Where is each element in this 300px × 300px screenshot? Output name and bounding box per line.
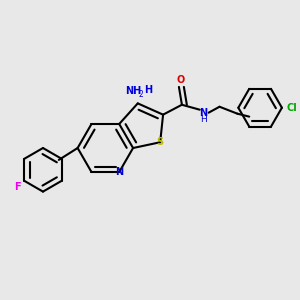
Text: Cl: Cl	[286, 103, 297, 113]
Text: O: O	[177, 75, 185, 85]
Text: N: N	[200, 108, 208, 118]
Text: N: N	[115, 167, 123, 177]
Text: 2: 2	[138, 90, 143, 99]
Text: H: H	[200, 115, 207, 124]
Text: H: H	[145, 85, 153, 94]
Text: F: F	[14, 182, 20, 192]
Text: NH: NH	[125, 86, 141, 97]
Text: S: S	[157, 137, 164, 147]
